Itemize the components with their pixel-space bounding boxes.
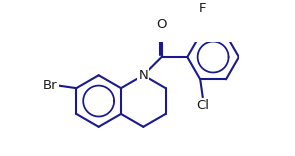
Text: F: F bbox=[199, 2, 206, 15]
Text: O: O bbox=[156, 17, 167, 31]
Text: Cl: Cl bbox=[196, 99, 209, 112]
Text: Br: Br bbox=[43, 79, 58, 92]
Text: N: N bbox=[138, 69, 148, 82]
